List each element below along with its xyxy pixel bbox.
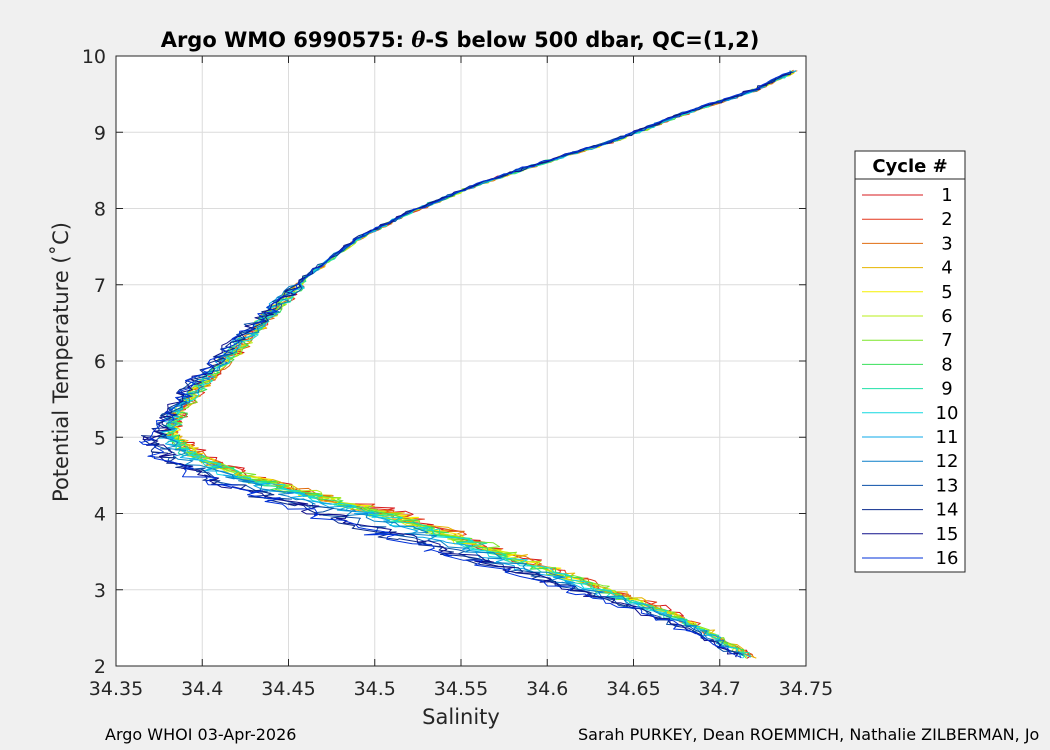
x-tick-label: 34.75	[779, 678, 833, 700]
legend-label-7: 7	[941, 330, 952, 351]
legend-label-13: 13	[936, 475, 959, 496]
legend-label-4: 4	[941, 258, 952, 279]
x-tick-label: 34.7	[699, 678, 741, 700]
legend-label-5: 5	[941, 282, 952, 303]
y-tick-label: 4	[94, 504, 106, 526]
legend-label-16: 16	[936, 548, 959, 569]
x-axis-label: Salinity	[422, 705, 500, 729]
axis-ticks: 34.35 34.4 34.45 34.5 34.55 34.6 34.65 34.7 34.7…	[82, 46, 833, 700]
footer-left: Argo WHOI 03-Apr-2026	[105, 725, 297, 744]
y-tick-label: 6	[94, 351, 106, 373]
y-axis-label: Potential Temperature (˚C)	[49, 222, 73, 502]
legend-label-8: 8	[941, 354, 952, 375]
x-tick-label: 34.35	[89, 678, 143, 700]
x-tick-label: 34.45	[261, 678, 315, 700]
y-tick-label: 3	[94, 580, 106, 602]
x-tick-label: 34.4	[181, 678, 223, 700]
y-tick-label: 2	[94, 656, 106, 678]
legend-box	[854, 150, 966, 573]
title-prefix: Argo WMO 6990575:	[161, 28, 412, 52]
legend-label-9: 9	[941, 379, 952, 400]
legend-title: Cycle #	[872, 156, 947, 177]
title-suffix: -S below 500 dbar, QC=(1,2)	[425, 28, 759, 52]
y-tick-label: 9	[94, 122, 106, 144]
legend-label-10: 10	[936, 403, 959, 424]
legend-label-1: 1	[941, 185, 952, 206]
chart-title: Argo WMO 6990575: θ-S below 500 dbar, QC…	[161, 27, 760, 52]
x-tick-label: 34.5	[354, 678, 396, 700]
legend-label-2: 2	[941, 209, 952, 230]
series-line-cycle-10	[161, 70, 796, 659]
series-layer	[139, 69, 798, 659]
y-tick-label: 8	[94, 199, 106, 221]
x-tick-label: 34.55	[434, 678, 488, 700]
title-theta: θ	[411, 27, 425, 52]
legend-label-11: 11	[936, 427, 959, 448]
legend-label-12: 12	[936, 451, 959, 472]
legend-label-15: 15	[936, 524, 959, 545]
legend-label-3: 3	[941, 233, 952, 254]
legend-label-14: 14	[936, 500, 959, 521]
x-tick-label: 34.6	[526, 678, 568, 700]
footer-right: Sarah PURKEY, Dean ROEMMICH, Nathalie ZI…	[578, 725, 1040, 744]
x-tick-label: 34.65	[606, 678, 660, 700]
legend-label-6: 6	[941, 306, 952, 327]
y-tick-label: 7	[94, 275, 106, 297]
y-tick-label: 10	[82, 46, 106, 68]
series-line-cycle-16	[139, 70, 791, 659]
y-tick-label: 5	[94, 427, 106, 449]
